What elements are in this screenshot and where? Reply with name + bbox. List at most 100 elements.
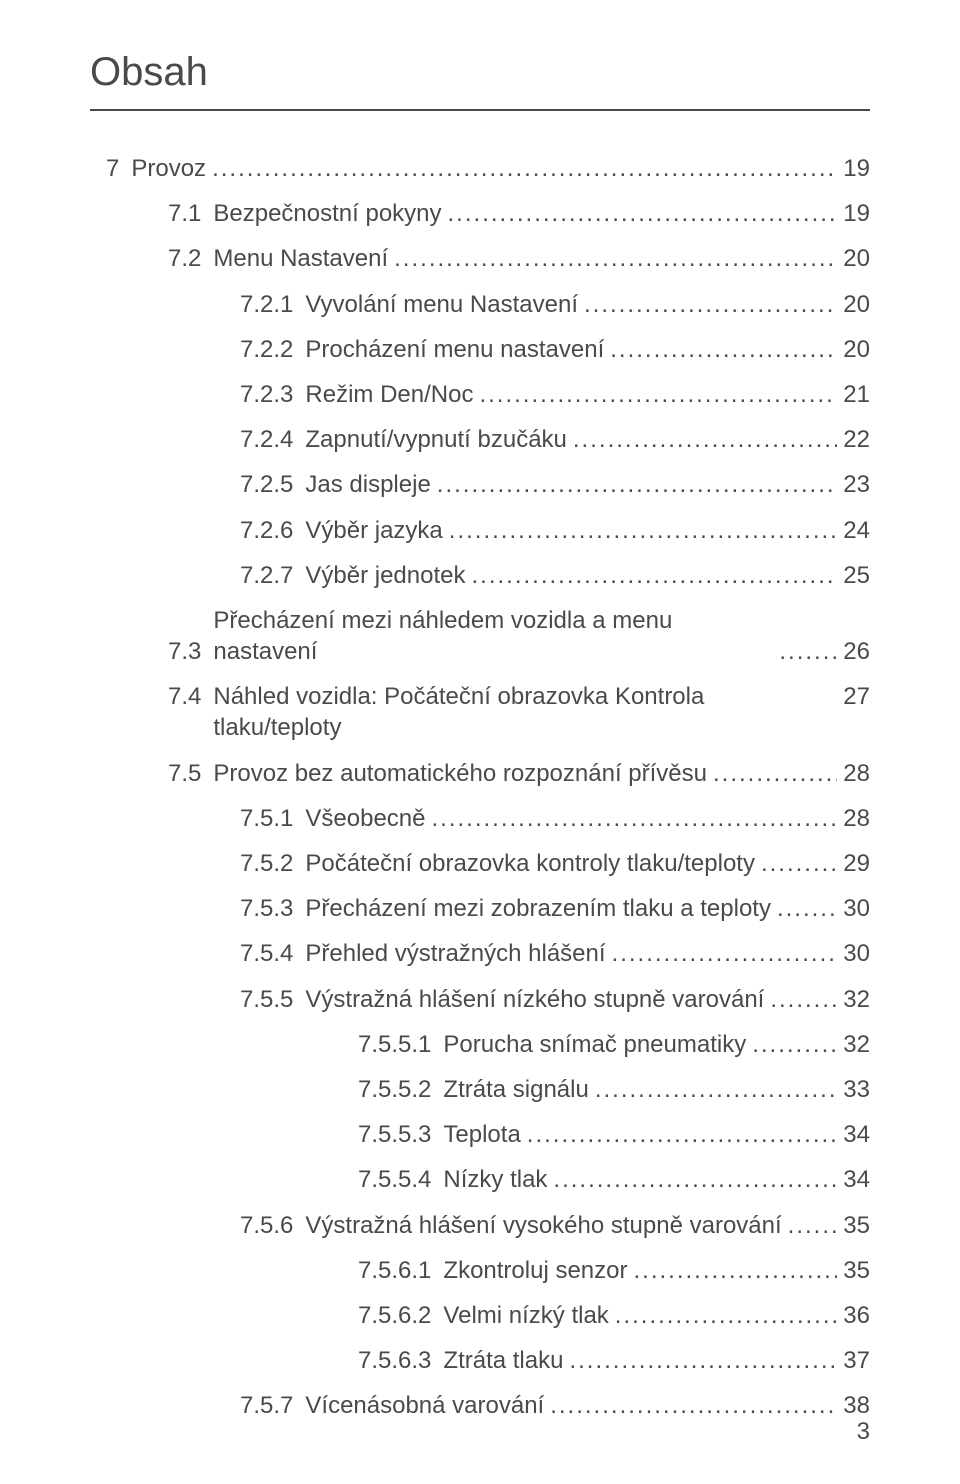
toc-entry-label: Přecházení mezi náhledem vozidla a menu … [213,605,773,667]
toc-entry-page: 20 [843,334,870,365]
toc-entry-page: 32 [843,984,870,1015]
toc-entry-page: 22 [843,424,870,455]
toc-leader [573,431,837,455]
toc-entry: 7.3 Přecházení mezi náhledem vozidla a me… [90,605,870,667]
toc-entry-page: 37 [843,1345,870,1376]
toc-entry-number: 7.5.7 [240,1390,293,1421]
toc-entry-label: Velmi nízký tlak [443,1300,608,1331]
toc-entry-number: 7.5.1 [240,803,293,834]
toc-leader [527,1126,838,1150]
toc-leader [779,643,837,667]
toc-entry: 7.5.5.1 Porucha snímač pneumatiky 32 [90,1029,870,1060]
toc-entry: 7.1Bezpečnostní pokyny19 [90,198,870,229]
toc-entry-label: Provoz bez automatického rozpoznání přív… [213,758,707,789]
toc-entry: 7.2.3Režim Den/Noc21 [90,379,870,410]
toc-entry-label: Přecházení mezi zobrazením tlaku a teplo… [305,893,771,924]
toc-entry-page: 35 [843,1255,870,1286]
toc-entry: 7.5.5Výstražná hlášení nízkého stupně va… [90,984,870,1015]
toc-entry-label: Teplota [443,1119,520,1150]
toc-entry-label: Vyvolání menu Nastavení [305,289,578,320]
page-title: Obsah [90,50,870,95]
toc-entry: 7.5 Provoz bez automatického rozpoznání p… [90,758,870,789]
toc-entry-page: 20 [843,289,870,320]
toc-entry-number: 7.2.5 [240,469,293,500]
toc-entry-page: 25 [843,560,870,591]
toc-entry-page: 26 [843,636,870,667]
toc-entry-label: Nízky tlak [443,1164,547,1195]
toc-entry-label: Vícenásobná varování [305,1390,544,1421]
toc-entry-page: 35 [843,1210,870,1241]
toc-entry-number: 7.5.5 [240,984,293,1015]
toc-entry-number: 7 [106,153,119,184]
toc-leader [449,522,838,546]
title-rule [90,109,870,111]
toc-entry-page: 30 [843,893,870,924]
toc-entry-number: 7.2.2 [240,334,293,365]
toc-entry-label: Bezpečnostní pokyny [213,198,441,229]
toc-leader [713,765,837,789]
toc-entry-number: 7.5.5.3 [358,1119,431,1150]
toc-leader [472,567,838,591]
toc-leader [615,1307,838,1331]
toc-entry: 7.5.5.2 Ztráta signálu 33 [90,1074,870,1105]
toc-entry-page: 38 [843,1390,870,1421]
toc-entry-label: Přehled výstražných hlášení [305,938,605,969]
toc-entry-label: Zkontroluj senzor [443,1255,627,1286]
toc-entry-number: 7.2.7 [240,560,293,591]
toc-leader [479,386,837,410]
toc-entry: 7.5.4 Přehled výstražných hlášení 30 [90,938,870,969]
toc-entry-label: Zapnutí/vypnutí bzučáku [305,424,567,455]
toc-entry-label: Náhled vozidla: Počáteční obrazovka Kont… [213,681,831,743]
toc-entry: 7.2.1 Vyvolání menu Nastavení 20 [90,289,870,320]
toc-entry: 7.5.5.4Nízky tlak34 [90,1164,870,1195]
toc-entry-page: 33 [843,1074,870,1105]
toc-entry-number: 7.5.5.4 [358,1164,431,1195]
toc-entry-label: Ztráta signálu [443,1074,588,1105]
toc-entry-page: 32 [843,1029,870,1060]
toc-entry-page: 34 [843,1119,870,1150]
toc-leader [595,1081,837,1105]
toc-entry-page: 36 [843,1300,870,1331]
toc-leader [788,1217,838,1241]
toc-entry-number: 7.5.6.3 [358,1345,431,1376]
toc-entry: 7.5.6Výstražná hlášení vysokého stupně v… [90,1210,870,1241]
toc-entry-page: 19 [843,153,870,184]
toc-entry-label: Ztráta tlaku [443,1345,563,1376]
toc-leader [610,341,837,365]
toc-entry-number: 7.5 [168,758,201,789]
toc-entry-page: 23 [843,469,870,500]
toc-leader [212,160,837,184]
toc-entry-page: 28 [843,758,870,789]
toc-entry: 7 Provoz 19 [90,153,870,184]
toc-entry: 7.5.6.2 Velmi nízký tlak 36 [90,1300,870,1331]
toc-entry-label: Porucha snímač pneumatiky [443,1029,746,1060]
toc-leader [431,810,837,834]
toc-entry-label: Režim Den/Noc [305,379,473,410]
toc-entry-page: 21 [843,379,870,410]
toc-entry-number: 7.3 [168,636,201,667]
document-page: Obsah 7Provoz197.1Bezpečnostní pokyny197… [0,0,960,1484]
toc-entry-number: 7.5.6.2 [358,1300,431,1331]
toc-leader [437,477,838,501]
toc-entry-page: 19 [843,198,870,229]
toc-entry: 7.5.3Přecházení mezi zobrazením tlaku a … [90,893,870,924]
toc-entry-label: Procházení menu nastavení [305,334,604,365]
toc-entry: 7.5.1Všeobecně28 [90,803,870,834]
toc-entry-number: 7.5.4 [240,938,293,969]
toc-entry-page: 27 [843,681,870,712]
page-number: 3 [857,1418,870,1446]
toc-entry-number: 7.2 [168,243,201,274]
toc-entry-label: Provoz [131,153,206,184]
toc-entry-number: 7.2.6 [240,515,293,546]
toc-leader [777,900,837,924]
toc-entry: 7.5.5.3 Teplota 34 [90,1119,870,1150]
toc-entry-page: 30 [843,938,870,969]
toc-entry: 7.4Náhled vozidla: Počáteční obrazovka K… [90,681,870,743]
toc-entry-number: 7.5.5.2 [358,1074,431,1105]
toc-entry-number: 7.2.1 [240,289,293,320]
toc-leader [752,1036,837,1060]
toc-entry-number: 7.5.6.1 [358,1255,431,1286]
toc-entry-label: Počáteční obrazovka kontroly tlaku/teplo… [305,848,755,879]
toc-leader [612,946,838,970]
toc-entry-number: 7.5.5.1 [358,1029,431,1060]
